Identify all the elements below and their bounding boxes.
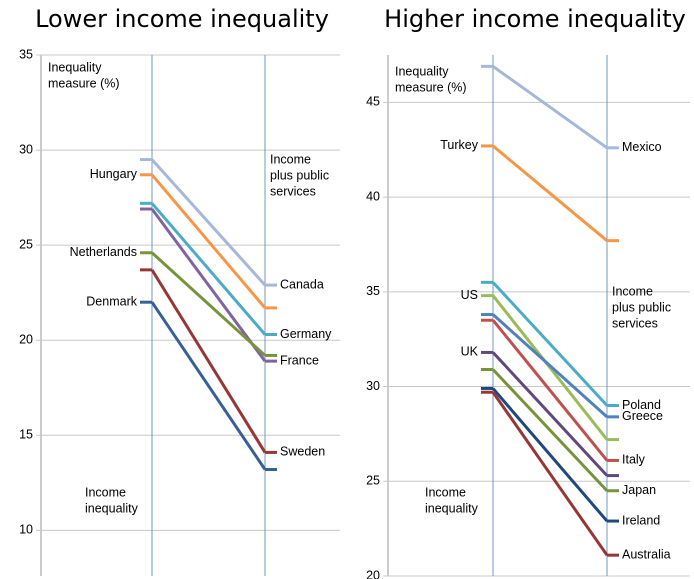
series-line (492, 144, 608, 242)
y-axis-label: Inequality (48, 60, 102, 74)
y-tick-label: 20 (366, 568, 380, 579)
series-label: Australia (622, 547, 671, 561)
y-tick-label: 30 (366, 379, 380, 393)
y-axis-label: measure (%) (48, 76, 120, 90)
y-axis-label: measure (%) (395, 80, 467, 94)
y-tick-label: 40 (366, 189, 380, 203)
series-label: Canada (280, 277, 324, 291)
y-tick-label: 25 (19, 237, 33, 251)
series-line (491, 281, 609, 407)
series-line (150, 301, 267, 471)
series-line (491, 391, 609, 557)
series-line (491, 387, 609, 523)
category-label: services (270, 184, 316, 198)
y-tick-label: 30 (19, 142, 33, 156)
y-tick-label: 45 (366, 95, 380, 109)
category-label: Income (85, 485, 126, 499)
series-label: Greece (622, 409, 663, 423)
series-line (150, 251, 267, 357)
series-label: Ireland (622, 513, 660, 527)
y-tick-label: 35 (19, 47, 33, 61)
series-line (150, 208, 267, 363)
series-line (150, 269, 267, 454)
category-label: Income (612, 284, 653, 298)
series-line (150, 202, 267, 336)
series-line (491, 368, 609, 492)
category-label: Income (425, 485, 466, 499)
series-line (491, 319, 609, 462)
category-label: plus public (270, 168, 329, 182)
category-label: services (612, 316, 658, 330)
y-tick-label: 10 (19, 523, 33, 537)
series-label: Italy (622, 453, 646, 467)
series-line (491, 351, 609, 477)
y-axis-label: Inequality (395, 64, 449, 78)
category-label: Income (270, 152, 311, 166)
series-label: Denmark (86, 294, 137, 308)
series-label: UK (461, 345, 479, 359)
series-line (492, 65, 608, 150)
series-label: Mexico (622, 140, 662, 154)
series-line (150, 173, 267, 309)
chart-title: Lower income inequality (35, 5, 329, 33)
chart-title: Higher income inequality (384, 5, 686, 33)
category-label: plus public (612, 300, 671, 314)
series-line (150, 158, 267, 287)
series-label: Netherlands (70, 245, 137, 259)
series-label: France (280, 353, 319, 367)
series-label: Sweden (280, 445, 325, 459)
series-label: US (461, 288, 478, 302)
y-tick-label: 20 (19, 333, 33, 347)
y-tick-label: 15 (19, 428, 33, 442)
category-label: inequality (425, 501, 479, 515)
series-label: Hungary (90, 167, 138, 181)
series-label: Germany (280, 327, 332, 341)
series-label: Poland (622, 398, 661, 412)
series-label: Turkey (440, 138, 478, 152)
y-tick-label: 25 (366, 474, 380, 488)
category-label: inequality (85, 501, 139, 515)
series-label: Japan (622, 483, 656, 497)
y-tick-label: 35 (366, 284, 380, 298)
series-line (491, 313, 609, 418)
